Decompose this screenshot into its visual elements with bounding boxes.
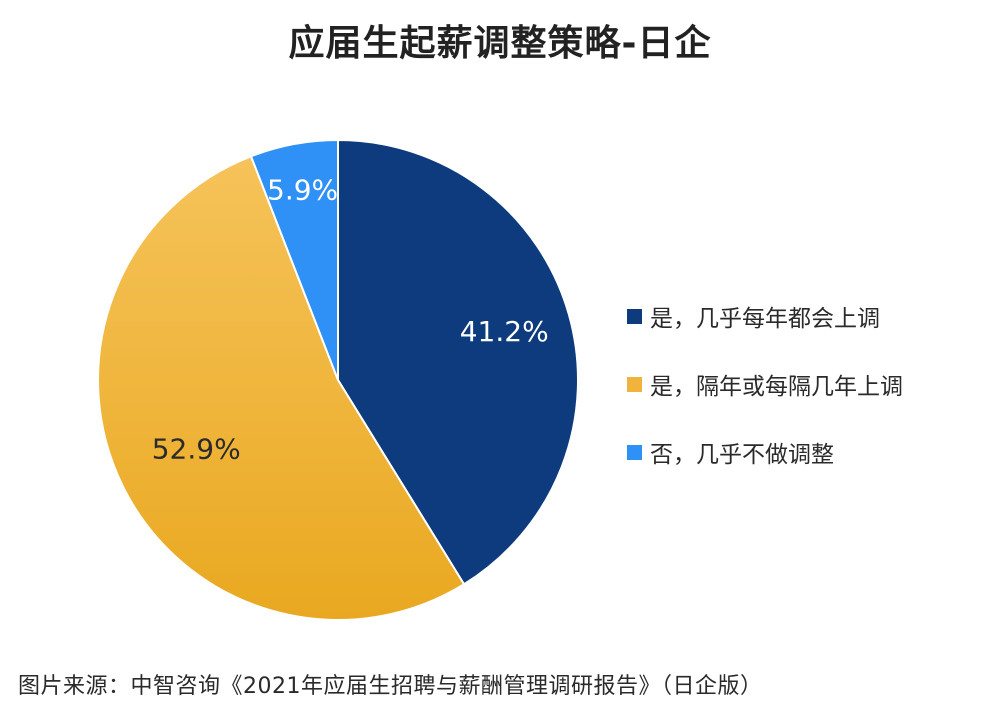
legend-item: 是，几乎每年都会上调 xyxy=(627,282,903,350)
legend-swatch xyxy=(627,444,642,460)
slice-percent-label: 52.9% xyxy=(152,433,241,466)
legend: 是，几乎每年都会上调 是，隔年或每隔几年上调 否，几乎不做调整 xyxy=(627,282,903,486)
legend-item: 否，几乎不做调整 xyxy=(627,418,903,486)
pie-slice xyxy=(249,138,339,381)
slice-percent-label: 5.9% xyxy=(267,173,338,206)
slice-percent-label: 41.2% xyxy=(460,315,549,348)
pie-slice xyxy=(337,138,579,586)
legend-swatch xyxy=(627,308,642,324)
legend-label: 是，几乎每年都会上调 xyxy=(650,306,880,332)
pie-slice xyxy=(97,155,466,621)
legend-item: 是，隔年或每隔几年上调 xyxy=(627,350,903,418)
legend-label: 是，隔年或每隔几年上调 xyxy=(650,374,903,400)
legend-label: 否，几乎不做调整 xyxy=(650,442,834,468)
legend-swatch xyxy=(627,376,642,392)
chart-title: 应届生起薪调整策略-日企 xyxy=(288,23,712,64)
source-note: 图片来源：中智咨询《2021年应届生招聘与薪酬管理调研报告》（日企版） xyxy=(18,674,763,699)
